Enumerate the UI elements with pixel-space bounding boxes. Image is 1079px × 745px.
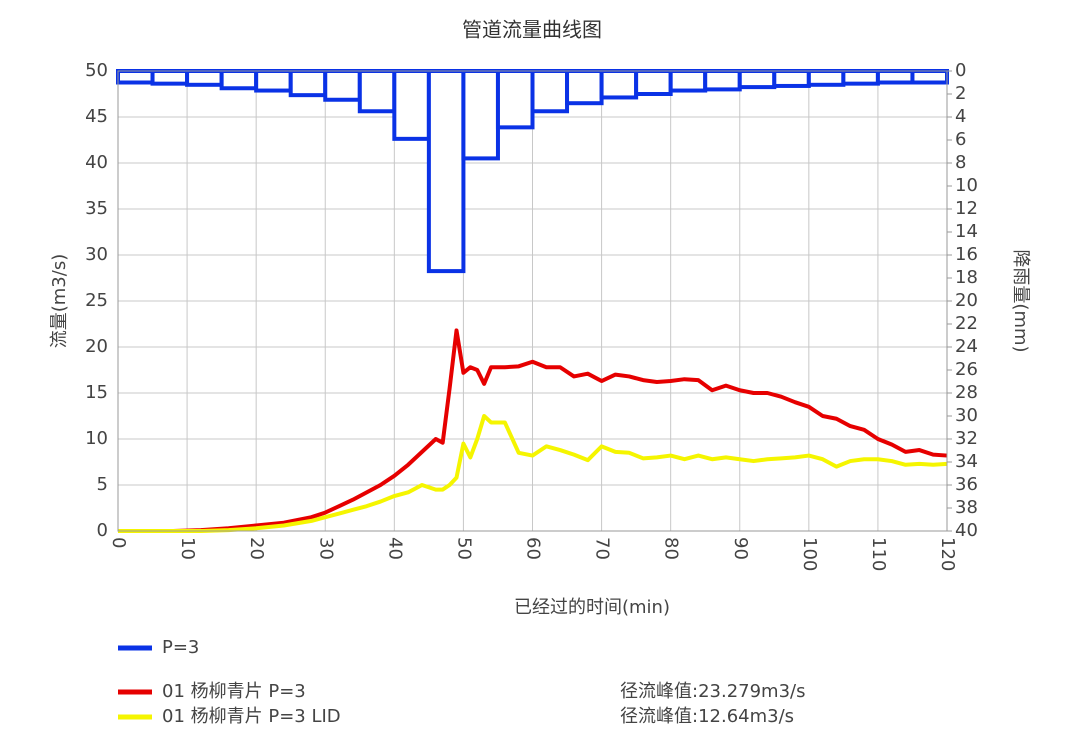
- y2-tick-label: 16: [955, 244, 978, 265]
- y-tick-label: 25: [85, 290, 108, 311]
- legend-label: 01 杨柳青片 P=3 LID: [162, 706, 341, 727]
- rain-bar: [219, 69, 259, 91]
- y-tick-label: 5: [97, 474, 108, 495]
- x-tick-label: 50: [453, 537, 474, 560]
- peak-annotation: 径流峰值:23.279m3/s: [620, 681, 805, 702]
- x-tick-label: 40: [384, 537, 405, 560]
- x-tick-label: 10: [177, 537, 198, 560]
- x-tick-label: 60: [523, 537, 544, 560]
- flow-line: [118, 414, 948, 533]
- y2-tick-label: 32: [955, 428, 978, 449]
- rain-bar: [185, 69, 224, 87]
- y-tick-label: 45: [85, 106, 108, 127]
- rain-bar: [565, 69, 604, 106]
- y2-tick-label: 8: [955, 152, 966, 173]
- y2-tick-label: 18: [955, 267, 978, 288]
- y2-tick-label: 40: [955, 520, 978, 541]
- legend-label: 01 杨柳青片 P=3: [162, 681, 306, 702]
- rain-bar: [599, 69, 639, 100]
- rain-bar: [668, 69, 708, 93]
- rain-bar: [461, 69, 500, 161]
- flow-line: [118, 328, 948, 533]
- x-tick-label: 30: [315, 537, 336, 560]
- y-tick-label: 30: [85, 244, 108, 265]
- rain-bar: [116, 69, 155, 85]
- y2-tick-label: 22: [955, 313, 978, 334]
- y2-tick-label: 14: [955, 221, 978, 242]
- rain-bar: [703, 69, 742, 92]
- x-axis-label: 已经过的时间(min): [514, 597, 670, 618]
- rain-bar: [150, 69, 190, 86]
- y2-tick-label: 36: [955, 474, 978, 495]
- y-tick-label: 35: [85, 198, 108, 219]
- rain-bar: [288, 69, 328, 98]
- x-tick-label: 0: [108, 537, 129, 548]
- y2-tick-label: 6: [955, 129, 966, 150]
- peak-annotation: 径流峰值:12.64m3/s: [620, 706, 794, 727]
- rain-bar: [772, 69, 811, 88]
- y-tick-label: 40: [85, 152, 108, 173]
- rain-bar: [495, 69, 535, 130]
- y-tick-label: 0: [97, 520, 108, 541]
- x-tick-label: 100: [799, 537, 820, 571]
- rain-bar: [392, 69, 431, 141]
- rain-bar: [806, 69, 846, 87]
- y-tick-label: 50: [85, 60, 108, 81]
- y-tick-label: 15: [85, 382, 108, 403]
- rain-bar: [357, 69, 397, 114]
- y2-tick-label: 0: [955, 60, 966, 81]
- y-tick-label: 20: [85, 336, 108, 357]
- rain-bar: [426, 69, 466, 274]
- rain-bar: [634, 69, 673, 96]
- rain-bar: [737, 69, 777, 90]
- y2-tick-label: 34: [955, 451, 978, 472]
- x-tick-label: 80: [661, 537, 682, 560]
- rain-bar: [841, 69, 880, 86]
- rain-bar: [254, 69, 293, 93]
- y-axis-label: 流量(m3/s): [49, 254, 70, 348]
- y2-tick-label: 26: [955, 359, 978, 380]
- rain-bar: [875, 69, 915, 85]
- y2-tick-label: 20: [955, 290, 978, 311]
- y2-tick-label: 4: [955, 106, 966, 127]
- legend-label: P=3: [162, 637, 199, 658]
- y2-axis-label: 降雨量(mm): [1010, 249, 1031, 352]
- y2-tick-label: 24: [955, 336, 978, 357]
- y2-tick-label: 38: [955, 497, 978, 518]
- x-tick-label: 90: [730, 537, 751, 560]
- x-tick-label: 20: [246, 537, 267, 560]
- x-tick-label: 70: [592, 537, 613, 560]
- x-tick-label: 110: [868, 537, 889, 571]
- x-tick-label: 120: [937, 537, 958, 571]
- y2-tick-label: 30: [955, 405, 978, 426]
- y2-tick-label: 12: [955, 198, 978, 219]
- rain-bar: [910, 69, 949, 85]
- y2-tick-label: 2: [955, 83, 966, 104]
- chart-title: 管道流量曲线图: [462, 18, 602, 42]
- y-tick-label: 10: [85, 428, 108, 449]
- y2-tick-label: 10: [955, 175, 978, 196]
- rain-bar: [530, 69, 570, 114]
- y2-tick-label: 28: [955, 382, 978, 403]
- rain-bar: [323, 69, 362, 102]
